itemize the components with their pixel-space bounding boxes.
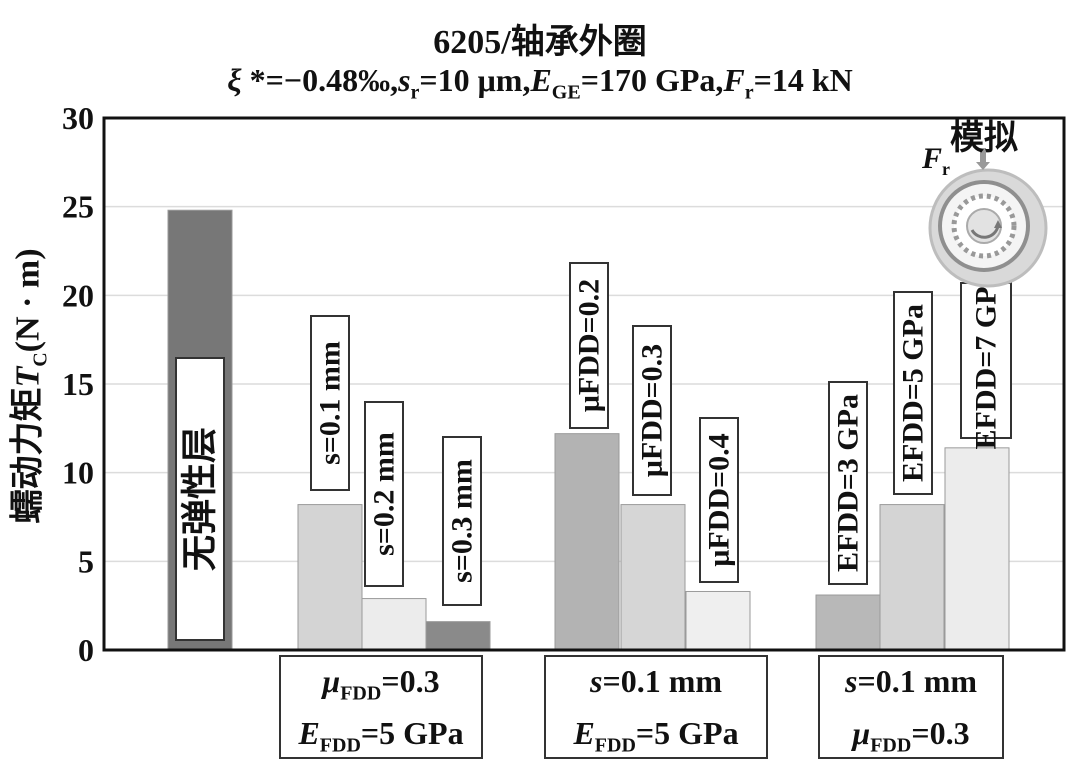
inset-label: 模拟 [950, 120, 1018, 157]
y-tick-label-6: 30 [62, 100, 94, 136]
bar-label-0: 无弹性层 [180, 427, 221, 571]
bar-label-2: s=0.2 mm [368, 432, 401, 556]
bar-label-box-7 [828, 381, 868, 585]
bar-label-box-0 [175, 357, 225, 641]
bar-label-7: EFDD=3 GPa [832, 394, 865, 572]
group-label-1: μFDD=0.3 EFDD=5 GPa [279, 655, 483, 759]
bar-label-box-4 [569, 262, 609, 429]
y-tick-label-5: 25 [62, 189, 94, 225]
bar-3 [425, 621, 491, 651]
bar-label-box-3 [442, 436, 482, 606]
bar-5 [620, 504, 686, 651]
y-tick-label-1: 5 [78, 543, 94, 579]
bar-label-4: μFDD=0.2 [573, 279, 606, 412]
bar-label-box-8 [893, 291, 933, 495]
bar-label-box-5 [632, 325, 672, 496]
inset-force-label: Fr [922, 142, 951, 179]
y-tick-label-0: 0 [78, 632, 94, 668]
bar-1 [297, 504, 363, 651]
bar-6 [685, 590, 751, 651]
bar-9 [944, 447, 1010, 651]
bar-2 [361, 598, 427, 651]
chart-subtitle: ξ *=−0.48‰,sr=10 μm,EGE=170 GPa,Fr=14 kN [227, 62, 853, 104]
bar-label-box-6 [699, 417, 739, 583]
y-tick-label-2: 10 [62, 455, 94, 491]
bar-label-9: EFDD=7 GPa [970, 272, 1003, 450]
bar-8 [879, 504, 945, 651]
y-tick-label-4: 20 [62, 277, 94, 313]
bar-label-box-9 [960, 282, 1012, 439]
bar-label-5: μFDD=0.3 [636, 344, 669, 477]
group-label-3: s=0.1 mm μFDD=0.3 [818, 655, 1004, 759]
group-label-2: s=0.1 mm EFDD=5 GPa [544, 655, 768, 759]
bar-label-3: s=0.3 mm [446, 459, 479, 583]
bar-4 [554, 433, 620, 651]
chart-title: 6205/轴承外圈 [433, 24, 647, 61]
bar-7 [815, 594, 881, 651]
bar-label-box-2 [364, 401, 404, 587]
bar-label-1: s=0.1 mm [314, 341, 347, 465]
plot-frame [102, 116, 1066, 652]
bar-label-8: EFDD=5 GPa [897, 304, 930, 482]
bar-label-box-1 [310, 315, 350, 491]
bar-label-6: μFDD=0.4 [703, 433, 736, 566]
bearing-inset-image [928, 148, 1048, 288]
y-tick-label-3: 15 [62, 366, 94, 402]
